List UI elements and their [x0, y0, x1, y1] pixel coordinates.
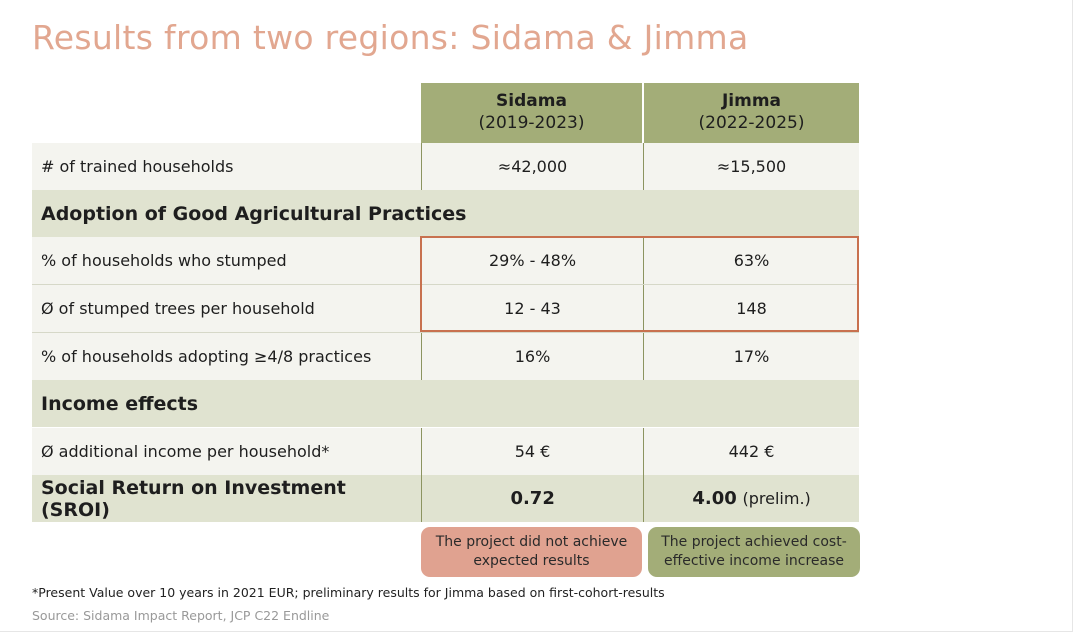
- row-divider: [32, 332, 859, 333]
- row-label: Social Return on Investment (SROI): [41, 476, 346, 521]
- section-income: Income effects: [32, 380, 859, 427]
- highlight-box: [420, 236, 859, 332]
- cell-jimma: ≈15,500: [643, 143, 859, 190]
- header-jimma-name: Jimma: [721, 91, 782, 111]
- section-title: Adoption of Good Agricultural Practices: [41, 202, 467, 225]
- cell-sidama: ≈42,000: [421, 143, 643, 190]
- cell-sidama: 16%: [421, 333, 643, 380]
- row-label: % of households adopting ≥4/8 practices: [41, 347, 372, 366]
- sroi-jimma-value: 4.00: [692, 488, 737, 509]
- cell-jimma: 4.00 (prelim.): [643, 475, 859, 522]
- footnote: *Present Value over 10 years in 2021 EUR…: [32, 585, 665, 600]
- cell-jimma: 148: [643, 285, 859, 332]
- header-jimma-period: (2022-2025): [698, 113, 805, 133]
- cell-sidama: 54 €: [421, 428, 643, 475]
- section-title: Income effects: [41, 392, 199, 415]
- page-title: Results from two regions: Sidama & Jimma: [32, 18, 749, 57]
- header-sidama: Sidama (2019-2023): [421, 83, 642, 143]
- cell-jimma: 442 €: [643, 428, 859, 475]
- cell-jimma: 63%: [643, 237, 859, 284]
- sroi-sidama-value: 0.72: [510, 488, 555, 509]
- badge-jimma: The project achieved cost-effective inco…: [648, 527, 860, 577]
- row-label: Ø of stumped trees per household: [41, 299, 315, 318]
- header-sidama-name: Sidama: [496, 91, 567, 111]
- row-divider: [32, 284, 859, 285]
- row-label: # of trained households: [41, 157, 234, 176]
- table-row-income: Ø additional income per household* 54 € …: [32, 428, 859, 475]
- row-label: Ø additional income per household*: [41, 442, 330, 461]
- header-sidama-period: (2019-2023): [478, 113, 585, 133]
- section-gap: Adoption of Good Agricultural Practices: [32, 190, 859, 237]
- table-row-sroi: Social Return on Investment (SROI) 0.72 …: [32, 475, 859, 522]
- cell-jimma: 17%: [643, 333, 859, 380]
- sroi-jimma-note: (prelim.): [742, 489, 811, 508]
- table-row-adopting: % of households adopting ≥4/8 practices …: [32, 333, 859, 380]
- badge-sidama: The project did not achieve expected res…: [421, 527, 642, 577]
- header-jimma: Jimma (2022-2025): [644, 83, 859, 143]
- table-row-trained: # of trained households ≈42,000 ≈15,500: [32, 143, 859, 190]
- table-row-trees: Ø of stumped trees per household 12 - 43…: [32, 285, 859, 332]
- row-label: % of households who stumped: [41, 251, 287, 270]
- source: Source: Sidama Impact Report, JCP C22 En…: [32, 608, 330, 623]
- table-row-stumped: % of households who stumped 29% - 48% 63…: [32, 237, 859, 284]
- cell-sidama: 0.72: [421, 475, 643, 522]
